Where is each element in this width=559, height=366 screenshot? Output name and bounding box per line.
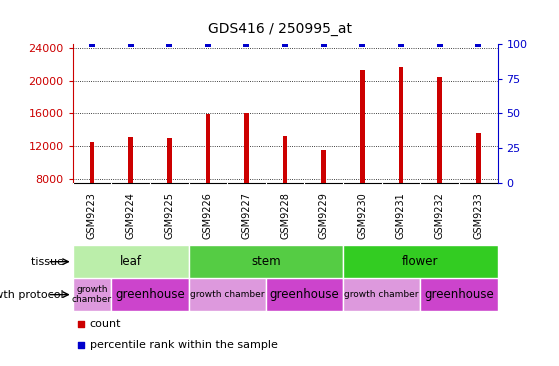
- Text: GSM9228: GSM9228: [280, 193, 290, 239]
- Bar: [111, 278, 188, 311]
- Text: GSM9230: GSM9230: [357, 193, 367, 239]
- Bar: [476, 133, 481, 183]
- Point: [281, 41, 290, 47]
- Point: [77, 321, 86, 327]
- Text: GSM9226: GSM9226: [203, 193, 213, 239]
- Bar: [283, 137, 287, 183]
- Text: growth protocol: growth protocol: [0, 290, 67, 300]
- Bar: [244, 113, 249, 183]
- Text: GSM9223: GSM9223: [87, 193, 97, 239]
- Point: [473, 41, 482, 47]
- Text: greenhouse: greenhouse: [269, 288, 339, 301]
- Bar: [89, 142, 94, 183]
- Text: GDS416 / 250995_at: GDS416 / 250995_at: [207, 22, 352, 36]
- Bar: [188, 278, 266, 311]
- Bar: [343, 278, 420, 311]
- Text: GSM9224: GSM9224: [126, 193, 136, 239]
- Point: [77, 343, 86, 348]
- Bar: [206, 114, 210, 183]
- Point: [319, 41, 328, 47]
- Text: GSM9229: GSM9229: [319, 193, 329, 239]
- Text: GSM9225: GSM9225: [164, 193, 174, 239]
- Text: leaf: leaf: [120, 255, 141, 268]
- Text: growth
chamber: growth chamber: [72, 285, 112, 305]
- Text: flower: flower: [402, 255, 438, 268]
- Text: growth chamber: growth chamber: [344, 290, 419, 299]
- Text: greenhouse: greenhouse: [115, 288, 185, 301]
- Text: GSM9227: GSM9227: [241, 193, 252, 239]
- Text: GSM9232: GSM9232: [434, 193, 444, 239]
- Text: growth chamber: growth chamber: [190, 290, 264, 299]
- Bar: [167, 138, 172, 183]
- Text: greenhouse: greenhouse: [424, 288, 494, 301]
- Point: [126, 41, 135, 47]
- Point: [396, 41, 405, 47]
- Point: [358, 41, 367, 47]
- Text: percentile rank within the sample: percentile rank within the sample: [89, 340, 277, 350]
- Point: [242, 41, 251, 47]
- Bar: [420, 278, 498, 311]
- Bar: [128, 137, 133, 183]
- Bar: [360, 70, 364, 183]
- Point: [203, 41, 212, 47]
- Bar: [73, 245, 188, 278]
- Point: [165, 41, 174, 47]
- Text: tissue: tissue: [31, 257, 67, 267]
- Text: GSM9233: GSM9233: [473, 193, 483, 239]
- Bar: [73, 278, 111, 311]
- Text: stem: stem: [251, 255, 281, 268]
- Bar: [437, 78, 442, 183]
- Text: count: count: [89, 320, 121, 329]
- Bar: [321, 150, 326, 183]
- Bar: [343, 245, 498, 278]
- Bar: [399, 67, 403, 183]
- Bar: [266, 278, 343, 311]
- Point: [88, 41, 97, 47]
- Text: GSM9231: GSM9231: [396, 193, 406, 239]
- Point: [435, 41, 444, 47]
- Bar: [188, 245, 343, 278]
